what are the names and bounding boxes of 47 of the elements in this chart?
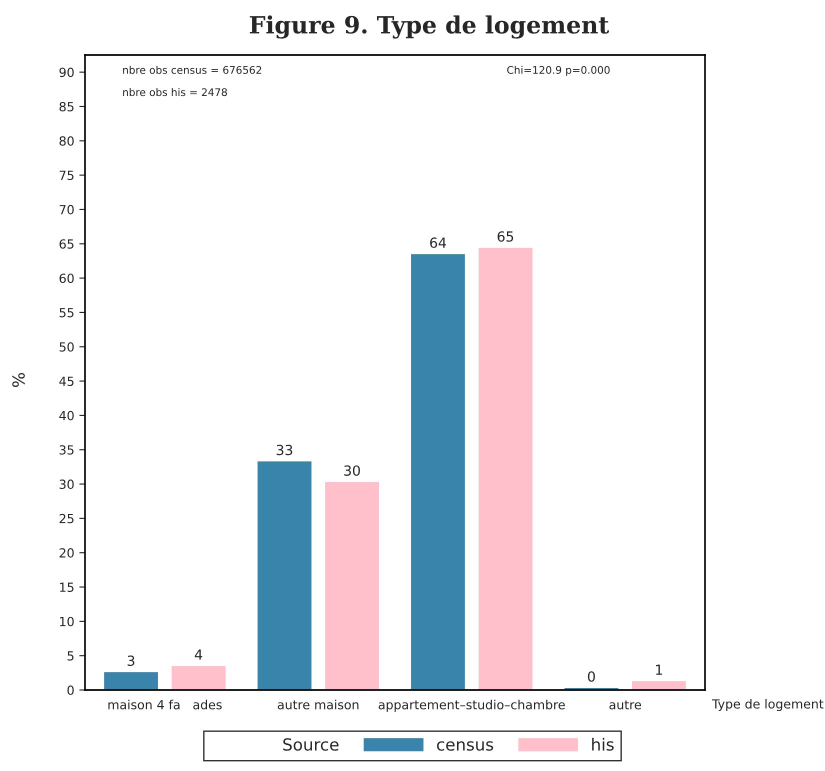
data-label: 1 bbox=[656, 664, 662, 675]
data-label: 64 bbox=[430, 237, 446, 248]
y-tick-label: 35 bbox=[60, 445, 74, 455]
annotation: Chi=120.9 p=0.000 bbox=[507, 66, 610, 76]
y-tick-label: 90 bbox=[59, 68, 74, 78]
y-tick-label: 0 bbox=[67, 685, 74, 695]
x-tick-label: autre maison bbox=[278, 700, 358, 710]
y-tick-label: 30 bbox=[60, 480, 74, 489]
bar bbox=[477, 246, 534, 690]
data-label: 4 bbox=[194, 649, 202, 660]
y-tick-label: 70 bbox=[60, 204, 74, 214]
x-tick-label: maison 4 fa ades bbox=[108, 700, 222, 710]
y-tick-label: 75 bbox=[60, 170, 74, 180]
y-tick-label: 85 bbox=[60, 102, 74, 112]
y-tick-label: 25 bbox=[60, 514, 74, 524]
annotation: nbre obs his = 2478 bbox=[123, 88, 227, 96]
x-tick-label: autre bbox=[609, 700, 642, 710]
legend-label: census bbox=[436, 741, 494, 751]
y-tick-label: 15 bbox=[60, 582, 74, 592]
y-tick-label: 50 bbox=[60, 342, 74, 352]
y-tick-label: 10 bbox=[60, 616, 74, 626]
bar bbox=[170, 664, 227, 690]
bar bbox=[324, 480, 380, 690]
y-axis-title: % bbox=[12, 373, 25, 387]
bar bbox=[630, 680, 688, 690]
bar bbox=[410, 252, 466, 690]
data-label: 3 bbox=[128, 655, 134, 666]
y-tick-label: 55 bbox=[60, 308, 74, 318]
annotation: nbre obs census = 676562 bbox=[123, 66, 262, 74]
data-label: 0 bbox=[588, 671, 595, 682]
data-label: 30 bbox=[344, 465, 360, 476]
legend-title: Source bbox=[283, 738, 339, 751]
chart-title: Figure 9. Type de logement bbox=[250, 15, 610, 39]
bar bbox=[256, 460, 313, 690]
y-tick-label: 65 bbox=[60, 239, 74, 249]
y-tick-label: 80 bbox=[60, 136, 74, 146]
y-tick-label: 40 bbox=[59, 410, 74, 420]
x-axis-title: Type de logement bbox=[712, 698, 824, 712]
bar bbox=[102, 670, 160, 690]
data-label: 65 bbox=[498, 231, 514, 242]
data-label: 33 bbox=[276, 444, 292, 456]
x-tick-label: appartement–studio–chambre bbox=[378, 700, 565, 712]
legend-label: his bbox=[592, 738, 614, 751]
y-tick-label: 20 bbox=[60, 548, 74, 558]
y-tick-label: 5 bbox=[68, 651, 74, 661]
y-tick-label: 45 bbox=[59, 376, 74, 386]
y-tick-label: 60 bbox=[60, 274, 74, 284]
